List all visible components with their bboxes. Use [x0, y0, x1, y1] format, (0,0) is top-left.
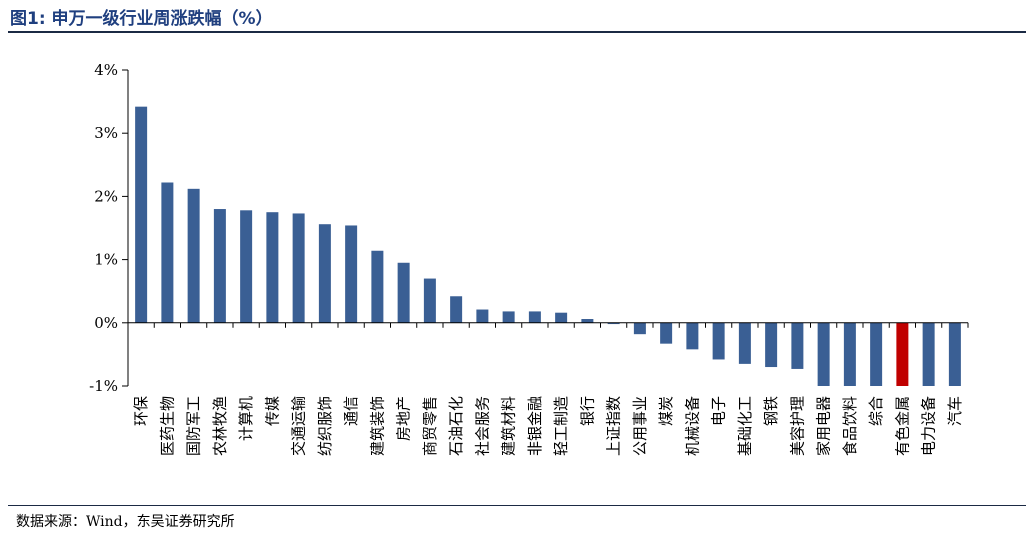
x-tick-label: 有色金属 — [893, 396, 911, 456]
bar-20 — [633, 322, 646, 335]
x-tick-label: 基础化工 — [736, 396, 754, 456]
bar-12 — [423, 278, 436, 323]
x-tick-label: 机械设备 — [683, 396, 701, 456]
figure-header: 图1: 申万一级行业周涨跌幅（%） — [0, 0, 1032, 33]
x-tick-label: 计算机 — [237, 396, 255, 441]
x-tick-label: 银行 — [578, 396, 596, 426]
x-tick-labels: 环保 医药生物 国防军工 农林牧渔 计算机 传媒 交通运输 纺织服饰 通信 建筑装饰 房地产 商贸零售… — [132, 396, 964, 456]
x-tick-label: 煤炭 — [657, 396, 675, 426]
bar-13 — [450, 296, 463, 323]
bar-9 — [345, 225, 358, 323]
y-axis: 4% 3% 2% 1% 0% -1% — [89, 61, 129, 395]
footer-divider — [8, 505, 1026, 506]
x-tick-label: 环保 — [132, 396, 150, 426]
y-tick-label: 3% — [94, 124, 118, 142]
x-tick-label: 商贸零售 — [421, 396, 439, 456]
bar-25 — [765, 322, 778, 368]
x-tick-label: 农林牧渔 — [211, 396, 229, 456]
x-tick-label: 国防军工 — [185, 396, 203, 456]
x-tick-label: 社会服务 — [473, 396, 491, 456]
bar-1 — [135, 106, 148, 323]
bar-22 — [686, 322, 699, 350]
y-tick-label: -1% — [89, 377, 118, 395]
bar-chart: 4% 3% 2% 1% 0% -1% 环保 医药生物 国防军工 农林牧渔 计算机 传媒 交通运输 纺织服… — [89, 61, 969, 456]
y-tick-label: 4% — [94, 61, 118, 79]
bar-3 — [187, 188, 200, 323]
x-tick-label: 通信 — [342, 396, 360, 426]
x-axis — [127, 322, 969, 328]
bar-7 — [292, 213, 305, 323]
bar-17 — [555, 312, 568, 323]
y-tick-label: 2% — [94, 187, 118, 205]
x-tick-label: 电力设备 — [920, 396, 938, 456]
bar-26 — [791, 322, 804, 369]
bar-27 — [817, 322, 830, 386]
bar-11 — [397, 262, 410, 323]
bar-2 — [161, 182, 174, 323]
bar-29 — [870, 322, 883, 386]
bar-18 — [581, 319, 594, 323]
bar-23 — [712, 322, 725, 360]
bar-5 — [240, 210, 253, 323]
x-tick-label: 房地产 — [395, 396, 413, 441]
bar-31 — [922, 322, 935, 386]
x-tick-label: 石油石化 — [447, 396, 465, 456]
bar-16 — [528, 311, 541, 323]
y-tick-label: 1% — [94, 251, 118, 269]
bar-15 — [502, 311, 515, 323]
x-tick-label: 公用事业 — [631, 396, 649, 456]
bar-19 — [607, 322, 620, 325]
x-tick-label: 交通运输 — [290, 396, 308, 456]
x-tick-label: 医药生物 — [158, 396, 176, 456]
title-divider — [8, 31, 1026, 33]
bar-21 — [660, 322, 673, 344]
x-tick-label: 电子 — [710, 396, 728, 426]
x-tick-label: 综合 — [867, 396, 885, 426]
bars-group — [135, 106, 961, 386]
x-tick-label: 上证指数 — [605, 396, 623, 456]
x-tick-label: 钢铁 — [762, 396, 780, 426]
x-tick-label: 非银金融 — [526, 396, 544, 456]
x-tick-label: 建筑材料 — [500, 396, 518, 456]
y-tick-label: 0% — [94, 314, 118, 332]
bar-28 — [843, 322, 856, 386]
figure-title: 图1: 申万一级行业周涨跌幅（%） — [10, 9, 273, 29]
x-tick-label: 轻工制造 — [552, 396, 570, 456]
bar-6 — [266, 212, 279, 323]
x-tick-label: 家用电器 — [815, 396, 833, 456]
source-note: 数据来源：Wind，东吴证券研究所 — [16, 514, 235, 530]
bar-8 — [318, 224, 331, 323]
x-tick-label: 食品饮料 — [841, 396, 859, 456]
x-tick-label: 传媒 — [263, 396, 281, 426]
bar-24 — [738, 322, 751, 364]
bar-30 — [896, 322, 909, 386]
x-tick-label: 建筑装饰 — [368, 396, 386, 456]
x-tick-label: 纺织服饰 — [316, 396, 334, 456]
bar-14 — [476, 309, 489, 323]
bar-32 — [948, 322, 961, 386]
bar-10 — [371, 250, 384, 323]
x-tick-label: 汽车 — [946, 396, 964, 426]
bar-4 — [213, 209, 226, 323]
x-tick-label: 美容护理 — [788, 396, 806, 456]
